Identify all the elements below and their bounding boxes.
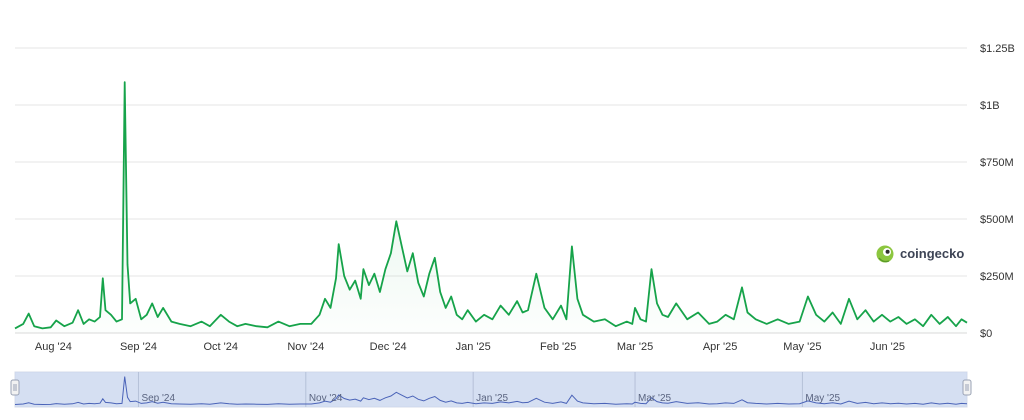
series-line-group (14, 81, 968, 330)
x-tick-label: Aug '24 (35, 341, 72, 353)
navigator-series (14, 376, 968, 406)
x-tick-label: Feb '25 (540, 341, 576, 353)
x-tick-label: Apr '25 (703, 341, 738, 353)
y-tick-label: $500M (980, 214, 1014, 226)
x-tick-label: Oct '24 (204, 341, 239, 353)
x-tick-label: Jan '25 (456, 341, 491, 353)
y-tick-label: $250M (980, 271, 1014, 283)
series-line (14, 81, 968, 330)
y-tick-label: $0 (980, 328, 992, 340)
navigator-tick-label: Nov '24 (309, 393, 343, 404)
watermark-text: coingecko (900, 246, 964, 261)
navigator-left-handle[interactable] (10, 379, 20, 396)
range-navigator[interactable]: Sep '24 Nov '24 Jan '25 Mar '25 May '25 (10, 371, 972, 408)
grid-lines (15, 47, 967, 334)
x-tick-label: Dec '24 (370, 341, 407, 353)
y-axis: $0 $250M $500M $750M $1B $1.25B (980, 43, 1015, 340)
x-tick-label: Nov '24 (287, 341, 324, 353)
watermark: coingecko (876, 245, 964, 263)
series-area-fill (15, 82, 967, 333)
series-area (15, 82, 967, 333)
x-tick-label: Sep '24 (120, 341, 157, 353)
x-tick-label: Mar '25 (617, 341, 653, 353)
navigator-grid (137, 372, 803, 407)
navigator-right-handle[interactable] (962, 379, 972, 396)
navigator-line (14, 376, 968, 406)
y-tick-label: $1B (980, 100, 1000, 112)
navigator-tick-label: Jan '25 (476, 393, 508, 404)
gecko-logo-icon (876, 245, 894, 263)
navigator-tick-label: Sep '24 (141, 393, 175, 404)
x-axis: Aug '24 Sep '24 Oct '24 Nov '24 Dec '24 Jan '… (35, 341, 905, 353)
y-tick-label: $1.25B (980, 43, 1015, 55)
x-tick-label: May '25 (783, 341, 821, 353)
y-tick-label: $750M (980, 157, 1014, 169)
navigator-x-axis: Sep '24 Nov '24 Jan '25 Mar '25 May '25 (141, 393, 840, 404)
navigator-tick-label: May '25 (805, 393, 840, 404)
x-tick-label: Jun '25 (870, 341, 905, 353)
navigator-tick-label: Mar '25 (638, 393, 671, 404)
